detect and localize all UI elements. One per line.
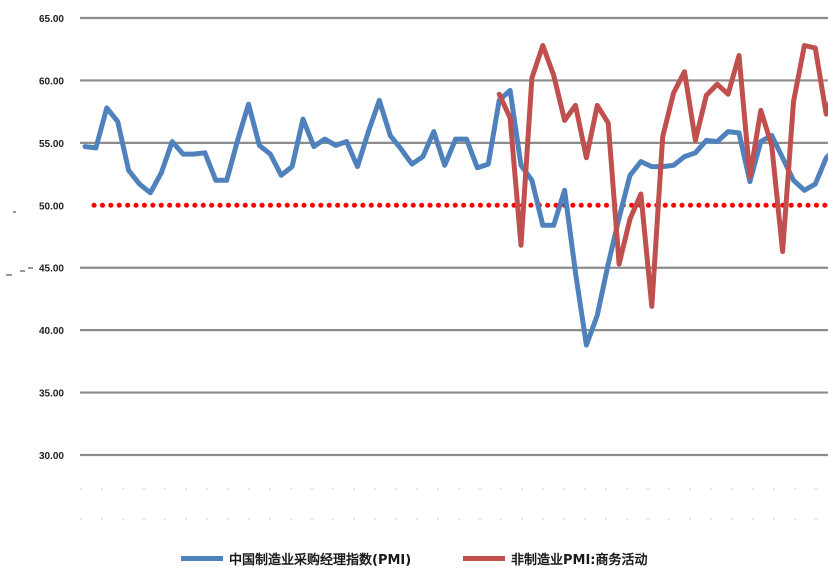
legend-swatch-pmi [181, 556, 223, 561]
series-line-0 [82, 87, 828, 348]
y-tick-label: 55.00 [39, 139, 64, 150]
series-layer [82, 43, 828, 348]
legend-item-non-manufacturing: 非制造业PMI:商务活动 [463, 549, 648, 568]
legend-swatch-non-manufacturing [463, 556, 505, 561]
legend: 中国制造业采购经理指数(PMI) 非制造业PMI:商务活动 [0, 549, 828, 568]
legend-label-non-manufacturing: 非制造业PMI:商务活动 [511, 553, 648, 568]
y-tick-label: 60.00 [39, 76, 64, 87]
minor-dotted-rows [80, 488, 828, 520]
legend-label-pmi: 中国制造业采购经理指数(PMI) [229, 553, 412, 568]
y-tick-label: 35.00 [39, 389, 64, 400]
axis-marks [6, 211, 33, 276]
y-tick-label: 65.00 [39, 14, 64, 25]
legend-item-pmi: 中国制造业采购经理指数(PMI) [181, 549, 411, 568]
y-tick-label: 45.00 [39, 264, 64, 275]
y-tick-label: 30.00 [39, 451, 64, 462]
series-line-1 [496, 43, 828, 309]
y-tick-label: 40.00 [39, 326, 64, 337]
y-axis-tick-labels: 30.00 35.00 40.00 45.00 50.00 55.00 60.00 65.00 [39, 14, 64, 462]
y-tick-label: 50.00 [39, 201, 64, 212]
